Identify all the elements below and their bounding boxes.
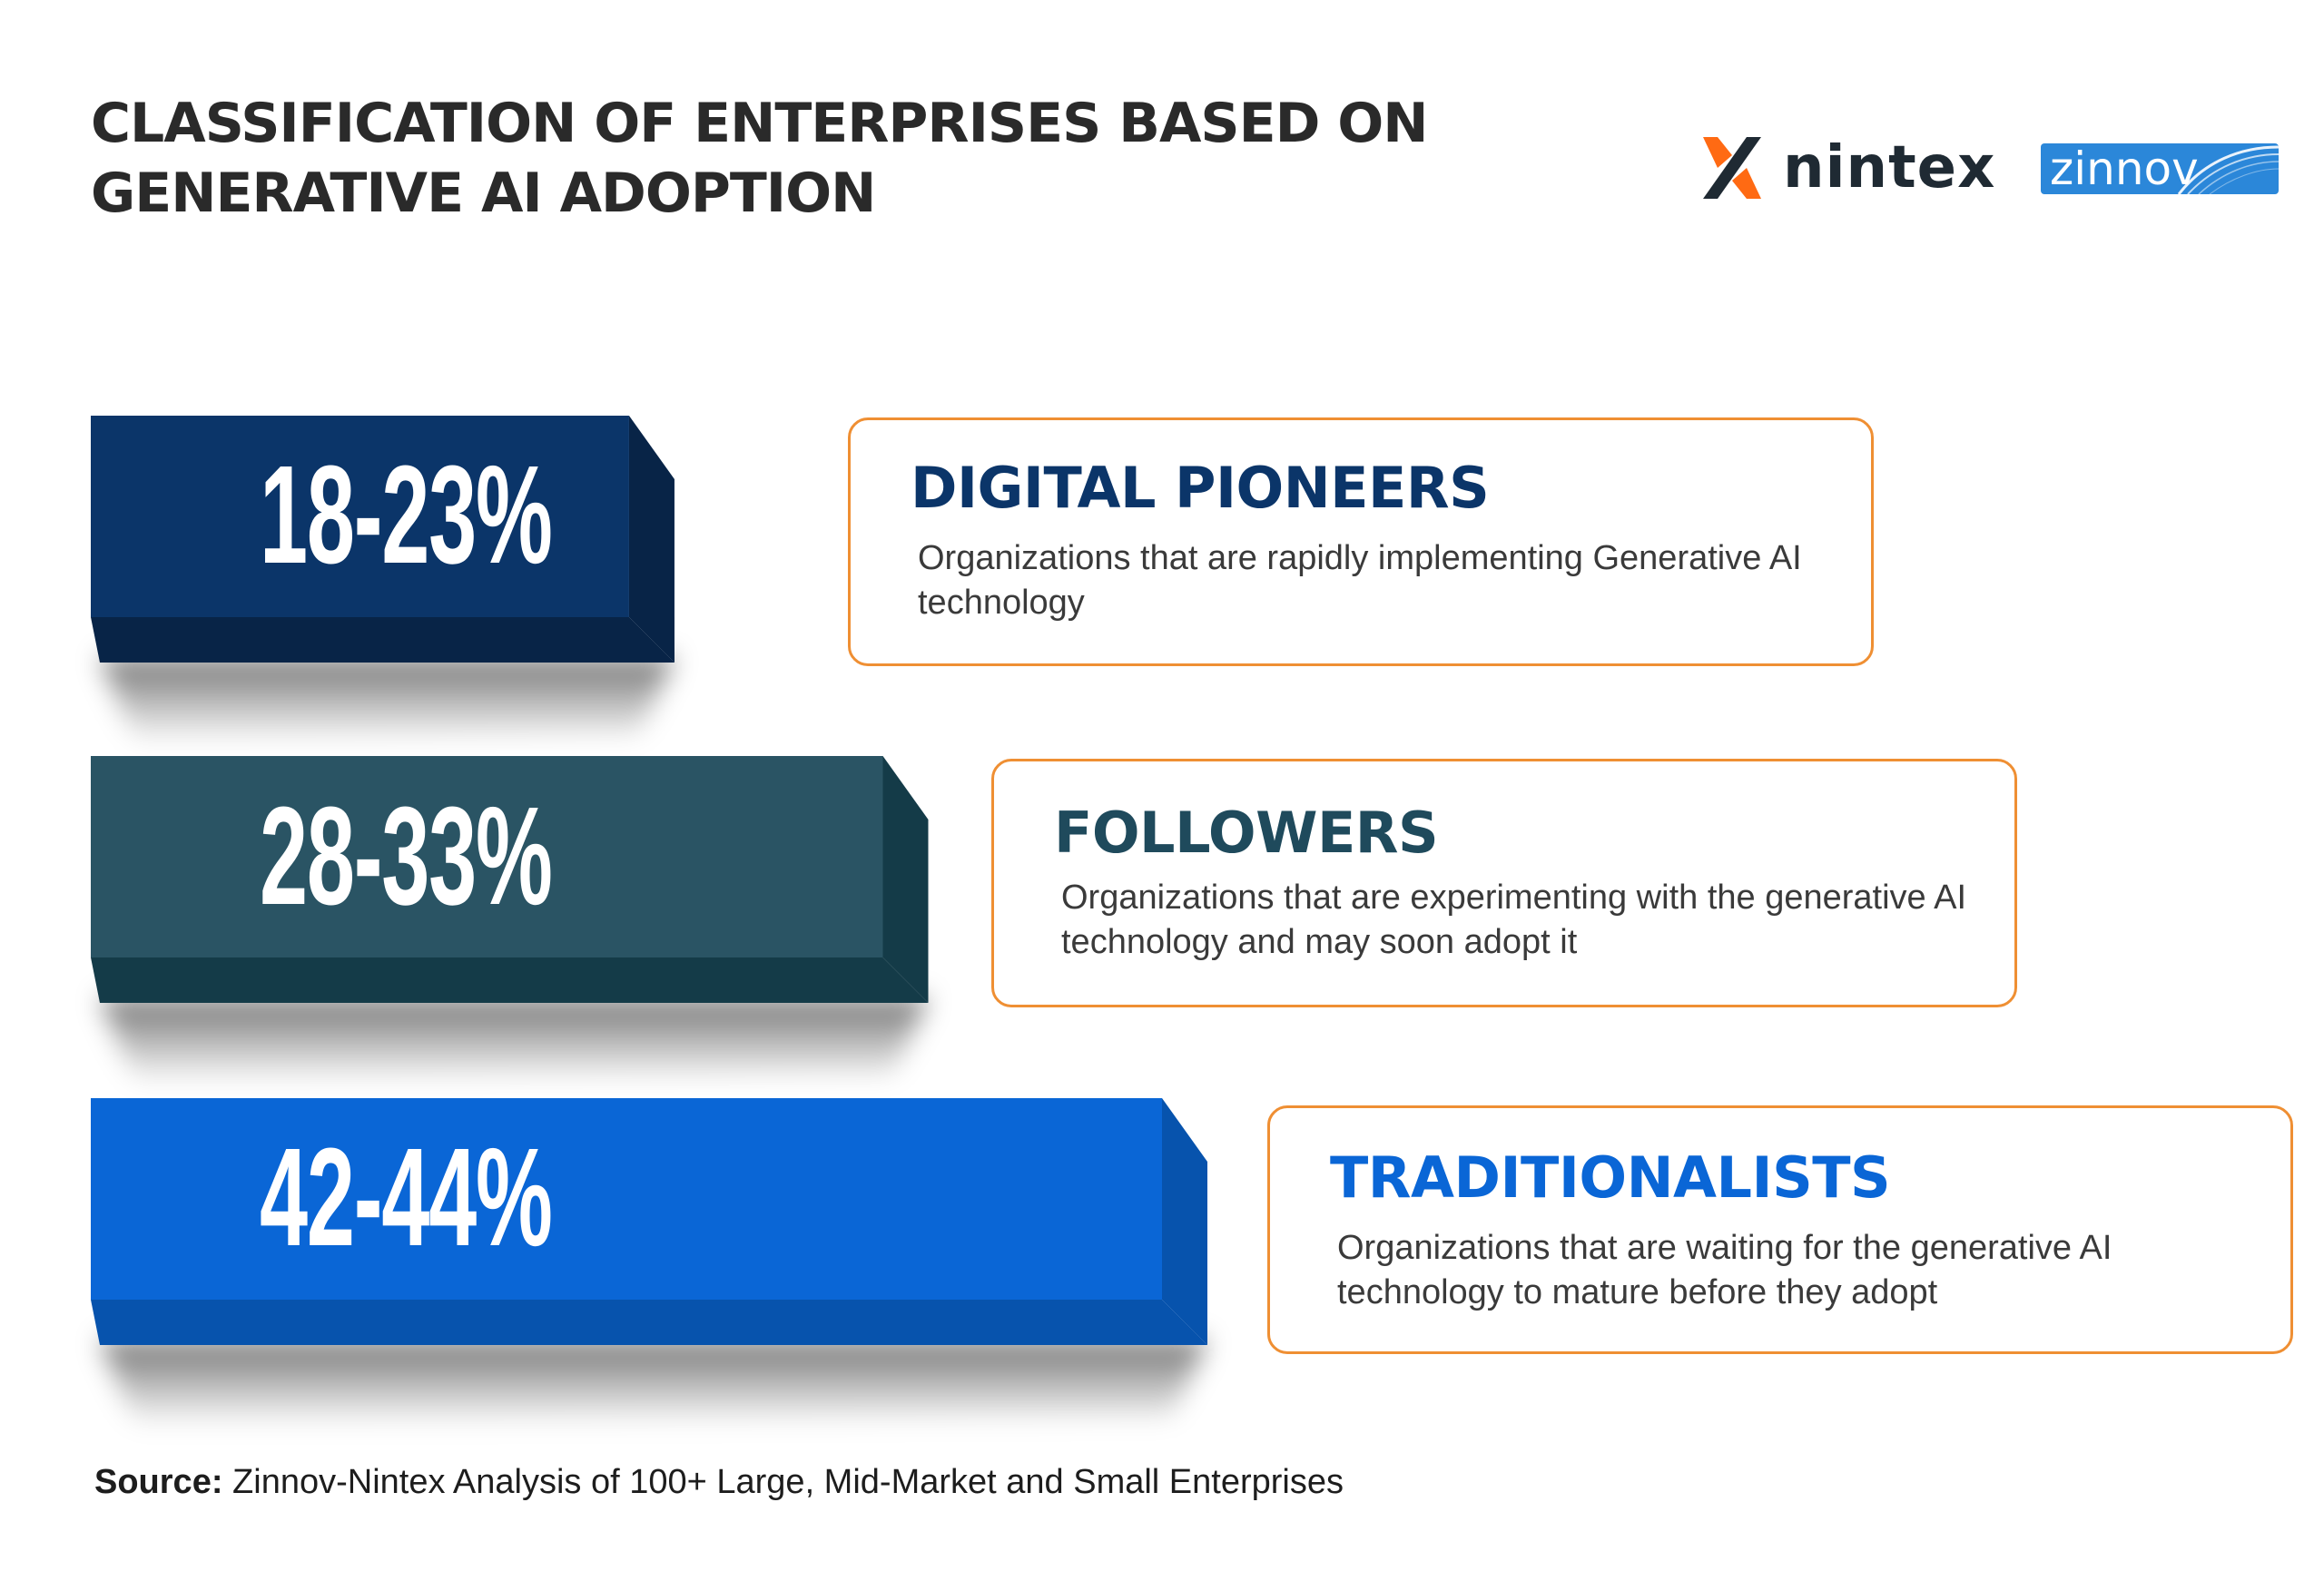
bar-pioneers xyxy=(91,416,629,617)
zinnov-logo-text: zinnov xyxy=(2050,143,2199,194)
description-line: technology to mature before they adopt xyxy=(1337,1273,1938,1311)
bar-shadow-pioneers xyxy=(100,657,675,744)
nintex-mark-icon xyxy=(1703,137,1761,199)
category-title-pioneers: DIGITAL PIONEERS xyxy=(911,455,1490,521)
chart-title-line-1: CLASSIFICATION OF ENTERPRISES BASED ON xyxy=(91,92,1429,155)
source-label: Source: xyxy=(94,1463,223,1501)
nintex-logo: nintex xyxy=(1698,132,1995,204)
bar-shadow-traditionalists xyxy=(100,1340,1207,1427)
description-line: technology xyxy=(918,584,1085,622)
source-text: Zinnov-Nintex Analysis of 100+ Large, Mi… xyxy=(222,1463,1344,1501)
bar-bottom-pioneers xyxy=(91,617,675,663)
bar-side-pioneers xyxy=(628,416,675,663)
category-description-followers: Organizations that are experimenting wit… xyxy=(1061,876,1978,965)
bar-value-label-followers: 28-33% xyxy=(260,778,553,934)
source-note: Source: Zinnov-Nintex Analysis of 100+ L… xyxy=(94,1463,1344,1502)
chart-title-line-2: GENERATIVE AI ADOPTION xyxy=(91,162,876,225)
category-card-followers: FOLLOWERS Organizations that are experim… xyxy=(991,759,2017,1007)
bar-value-label-traditionalists: 42-44% xyxy=(260,1119,553,1275)
description-line: Organizations that are experimenting wit… xyxy=(1061,879,1967,917)
bar-bottom-followers xyxy=(91,957,929,1003)
bar-traditionalists xyxy=(91,1098,1162,1300)
category-title-followers: FOLLOWERS xyxy=(1054,800,1439,866)
bar-shadow-followers xyxy=(100,997,929,1085)
category-description-traditionalists: Organizations that are waiting for the g… xyxy=(1337,1226,2254,1315)
chart-title: CLASSIFICATION OF ENTERPRISES BASED ON G… xyxy=(91,89,1452,229)
bar-side-traditionalists xyxy=(1162,1098,1207,1345)
bar-bottom-traditionalists xyxy=(91,1300,1207,1345)
category-card-traditionalists: TRADITIONALISTS Organizations that are w… xyxy=(1267,1105,2293,1354)
bar-side-followers xyxy=(882,756,929,1003)
category-title-traditionalists: TRADITIONALISTS xyxy=(1330,1144,1891,1211)
description-line: technology and may soon adopt it xyxy=(1061,923,1578,961)
category-description-pioneers: Organizations that are rapidly implement… xyxy=(918,536,1835,625)
category-card-pioneers: DIGITAL PIONEERS Organizations that are … xyxy=(848,417,1874,666)
bar-value-label-pioneers: 18-23% xyxy=(260,437,553,593)
description-line: Organizations that are rapidly implement… xyxy=(918,539,1802,577)
zinnov-logo: zinnov xyxy=(2041,143,2279,194)
description-line: Organizations that are waiting for the g… xyxy=(1337,1229,2112,1267)
nintex-logo-text: nintex xyxy=(1783,134,1996,201)
zinnov-swoosh-icon xyxy=(2177,145,2279,194)
bar-followers xyxy=(91,756,883,957)
